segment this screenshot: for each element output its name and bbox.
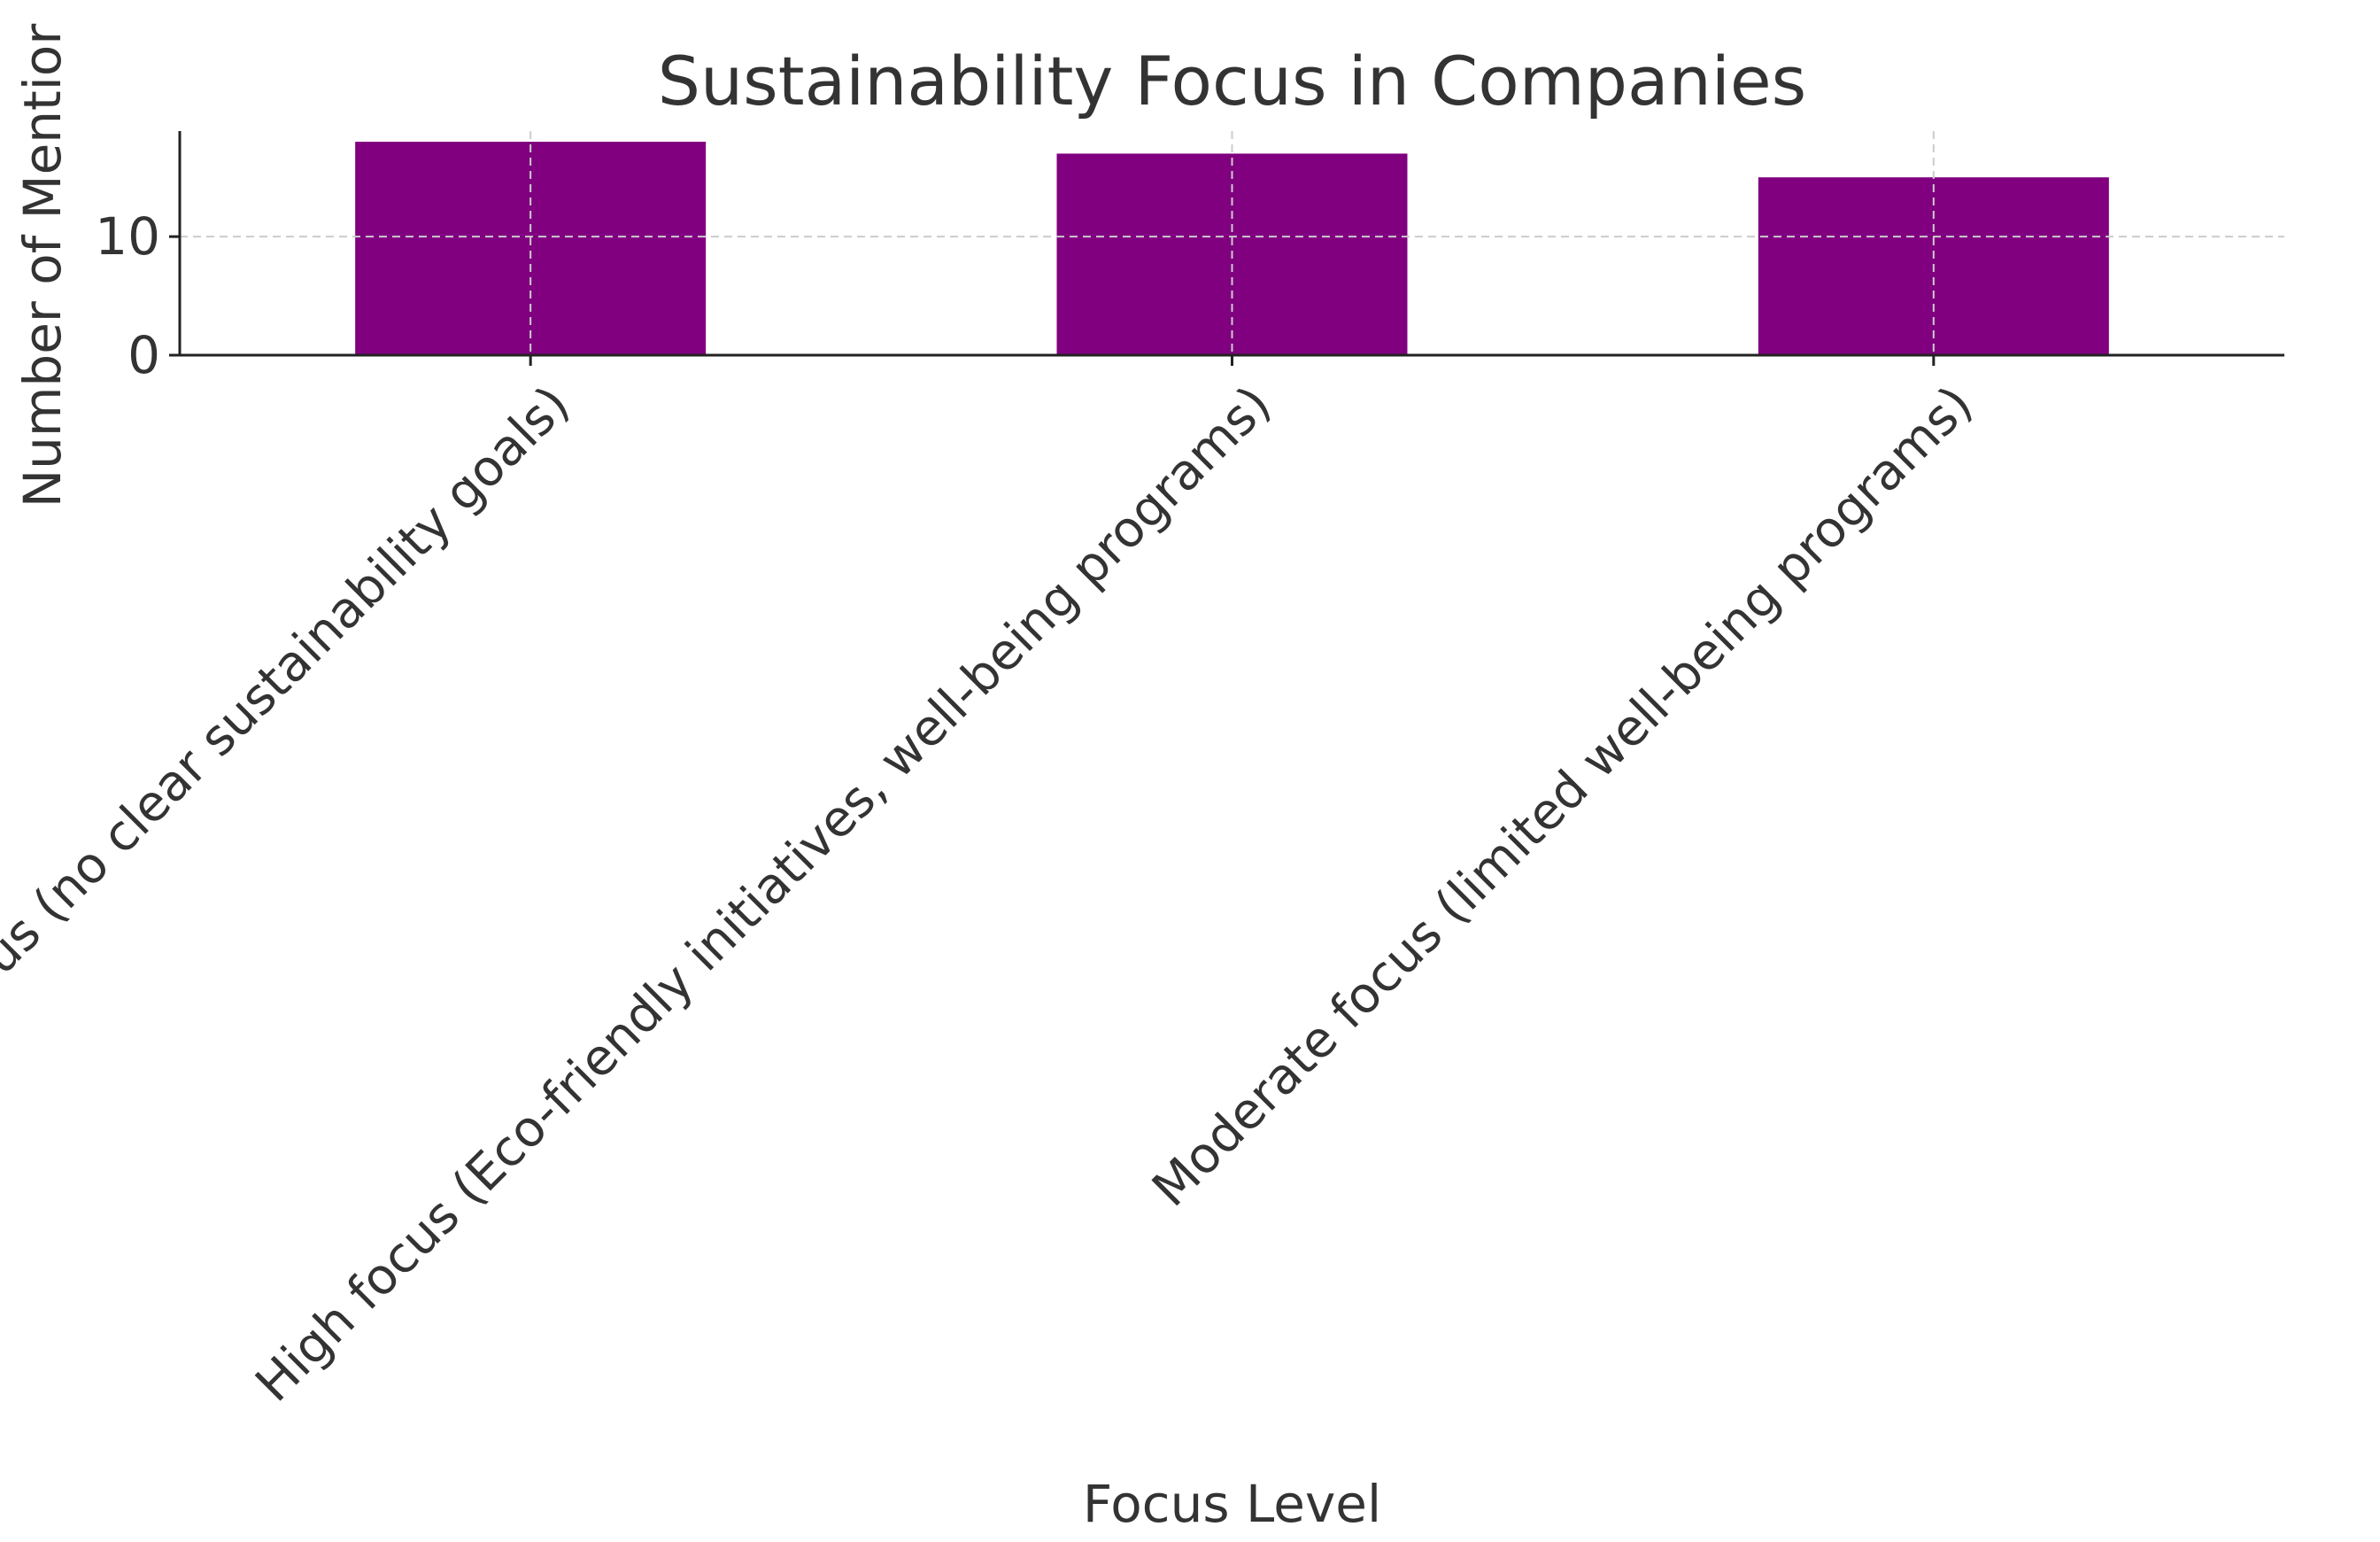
- x-tick-label: Moderate focus (limited well-being progr…: [1141, 376, 1983, 1218]
- grid-lines: [180, 131, 2284, 355]
- x-tick-label: Low focus (no clear sustainability goals…: [0, 376, 581, 1119]
- y-ticks: 0 10: [95, 206, 180, 385]
- y-tick-label: 0: [128, 325, 160, 385]
- y-tick-label: 10: [95, 206, 160, 267]
- chart-title: Sustainability Focus in Companies: [658, 42, 1806, 120]
- x-ticks: Low focus (no clear sustainability goals…: [0, 355, 1984, 1413]
- y-axis-title: Number of Mentior: [12, 24, 73, 508]
- x-axis-title: Focus Level: [1083, 1474, 1381, 1534]
